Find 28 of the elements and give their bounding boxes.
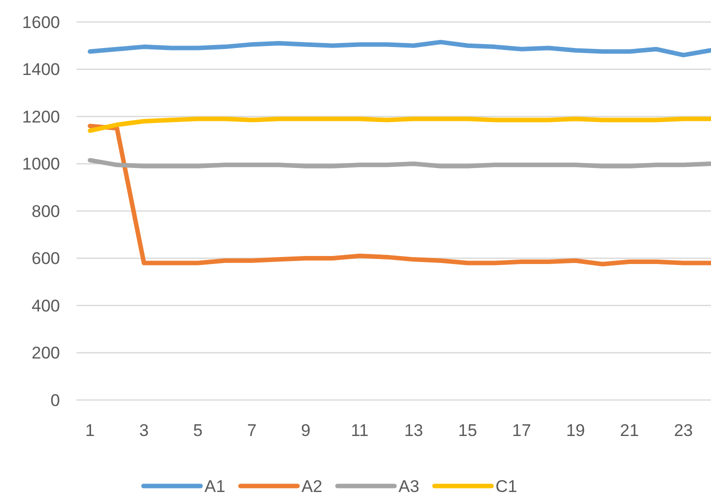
x-tick-label: 3 — [139, 421, 149, 440]
x-tick-label: 7 — [247, 421, 257, 440]
y-tick-label: 1000 — [22, 154, 60, 174]
x-tick-label: 23 — [674, 421, 693, 440]
y-tick-label: 0 — [50, 390, 60, 410]
line-series — [88, 116, 711, 133]
x-tick-label: 19 — [566, 421, 585, 440]
y-tick-label: 1200 — [22, 107, 60, 126]
y-tick-label: 1400 — [22, 60, 60, 80]
line-series — [88, 124, 711, 266]
x-tick-label: 5 — [193, 421, 203, 440]
line-series — [88, 40, 711, 58]
x-tick-label: 1 — [85, 421, 95, 440]
y-tick-label: 200 — [32, 344, 60, 363]
x-tick-label: 9 — [301, 421, 311, 440]
y-tick-label: 600 — [32, 249, 60, 268]
legend-label: A2 — [302, 476, 322, 496]
x-tick-label: 15 — [458, 421, 478, 440]
y-tick-label: 1600 — [22, 12, 60, 32]
x-tick-label: 21 — [620, 421, 639, 440]
x-tick-label: 13 — [404, 421, 424, 440]
x-tick-label: 17 — [512, 421, 532, 440]
legend-label: A3 — [398, 476, 420, 496]
y-tick-label: 400 — [32, 296, 60, 316]
legend-label: C1 — [496, 476, 518, 496]
x-tick-label: 11 — [350, 421, 369, 440]
legend-label: A1 — [204, 476, 226, 496]
y-tick-label: 800 — [32, 202, 60, 221]
